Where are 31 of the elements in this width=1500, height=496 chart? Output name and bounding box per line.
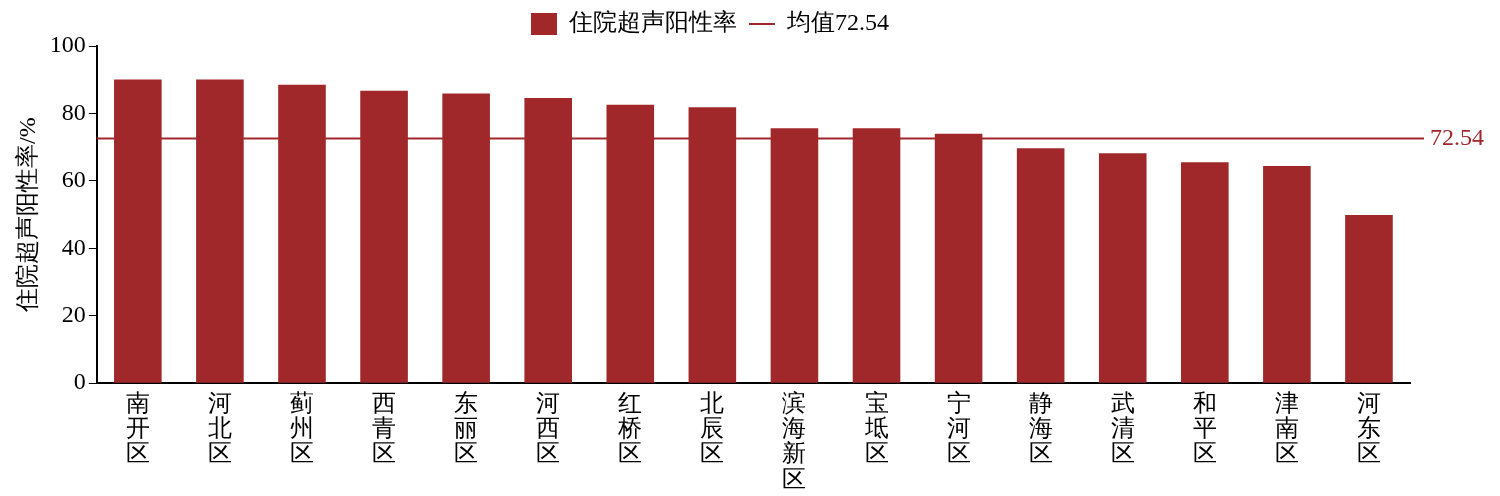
bar xyxy=(1098,153,1147,383)
text: 均值72.54 xyxy=(786,9,889,36)
x-tick-label: 蓟州区 xyxy=(289,390,314,467)
x-tick-label: 北辰区 xyxy=(700,390,725,467)
bar xyxy=(1181,162,1229,383)
x-tick-label: 宁河区 xyxy=(946,390,971,467)
x-tick-label: 静海区 xyxy=(1028,390,1053,467)
x-tick-label: 武清区 xyxy=(1110,390,1135,467)
y-tick-label: 60 xyxy=(61,166,86,193)
x-tick-label: 西青区 xyxy=(372,390,397,467)
x-tick-label: 南开区 xyxy=(125,390,150,467)
x-tick-label: 和平区 xyxy=(1192,390,1217,467)
bar xyxy=(1263,166,1311,383)
bar xyxy=(1016,148,1065,383)
x-tick-label: 河东区 xyxy=(1356,390,1381,467)
y-axis-title: 住院超声阳性率/% xyxy=(13,117,40,313)
y-tick-label: 0 xyxy=(73,368,86,395)
y-tick-label: 40 xyxy=(61,233,86,260)
legend-label: 住院超声阳性率 xyxy=(568,9,737,36)
x-tick-label: 红桥区 xyxy=(617,390,643,467)
bar xyxy=(1345,214,1393,383)
x-tick-label: 河北区 xyxy=(207,390,232,467)
x-tick-label: 宝坻区 xyxy=(863,390,889,467)
y-tick-label: 20 xyxy=(61,301,86,328)
x-tick-label: 滨海新区 xyxy=(782,390,807,492)
x-tick-label: 河西区 xyxy=(536,390,561,467)
ref-line-label: 72.54 xyxy=(1430,123,1484,150)
x-tick-label: 东丽区 xyxy=(454,390,479,467)
y-tick-label: 100 xyxy=(49,31,86,58)
y-tick-label: 80 xyxy=(61,98,86,125)
x-tick-label: 津南区 xyxy=(1274,390,1299,467)
